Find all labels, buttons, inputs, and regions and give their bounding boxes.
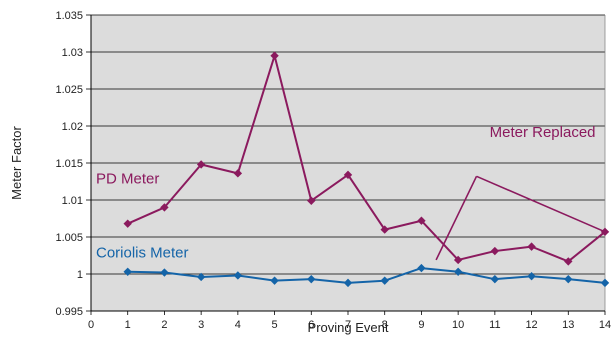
y-tick-label: 1: [77, 269, 83, 281]
pd-meter-point: [123, 219, 132, 228]
x-axis-title: Proving Event: [308, 320, 389, 335]
x-tick-label: 7: [345, 319, 351, 331]
coriolis-meter-point: [564, 274, 573, 284]
y-tick-label: 1.015: [55, 158, 83, 170]
x-tick-label: 0: [88, 319, 94, 331]
y-tick-label: 1.025: [55, 84, 83, 96]
pd-meter-point: [453, 255, 463, 265]
coriolis-meter-point: [196, 272, 206, 282]
pd-meter-point: [380, 225, 389, 234]
x-tick-label: 10: [452, 319, 464, 331]
pd-meter-point: [196, 160, 206, 169]
x-tick-label: 13: [562, 319, 574, 331]
pd-meter-point: [270, 51, 279, 60]
annotation-pointer-line: [435, 175, 478, 261]
annotation-pointer-line: [476, 175, 606, 233]
pd-meter-point: [307, 196, 316, 205]
coriolis-meter-point: [160, 268, 169, 277]
series-labels: PD Meter Coriolis Meter: [96, 171, 189, 262]
y-tick-label: 1.01: [62, 195, 83, 207]
coriolis-meter-point: [453, 267, 463, 276]
pd-meter-point: [160, 203, 169, 212]
y-tick-label: 1.035: [55, 10, 83, 22]
coriolis-meter-line: [127, 267, 606, 284]
x-tick-label: 4: [235, 319, 241, 331]
pd-meter-point: [343, 170, 353, 180]
annotation-label: Meter Replaced: [490, 124, 596, 141]
y-tick-label: 1.03: [62, 47, 83, 59]
coriolis-meter-point: [343, 278, 353, 288]
coriolis-meter-point: [417, 263, 426, 273]
y-tick-label: 1.005: [55, 232, 83, 244]
pd-meter-point: [233, 169, 243, 178]
y-tick-label: 1.02: [62, 121, 83, 133]
coriolis-meter-point: [307, 274, 316, 284]
x-axis-ticks: 0 1 2 3 4 5 6 7 8 9 10 11 12 13 14: [88, 311, 611, 331]
x-tick-label: 12: [525, 319, 537, 331]
coriolis-meter-point: [527, 272, 536, 281]
y-axis-ticks: 0.995 1 1.005 1.01 1.015 1.02 1.025 1.03 1.035: [55, 10, 91, 318]
x-tick-label: 1: [125, 319, 131, 331]
pd-meter-point: [564, 257, 573, 266]
pd-meter-point: [527, 242, 536, 251]
series-group: [123, 51, 610, 288]
y-axis-title: Meter Factor: [9, 125, 24, 199]
coriolis-meter-point: [233, 271, 243, 280]
y-tick-label: 0.995: [55, 306, 83, 318]
pd-meter-point: [417, 216, 426, 225]
x-tick-label: 2: [161, 319, 167, 331]
x-tick-label: 5: [272, 319, 278, 331]
meter-replaced-annotation: Meter Replaced: [435, 124, 606, 261]
coriolis-meter-point: [600, 278, 610, 288]
x-tick-label: 8: [382, 319, 388, 331]
coriolis-meter-point: [380, 276, 389, 285]
coriolis-meter-point: [123, 267, 132, 276]
x-tick-label: 14: [599, 319, 611, 331]
x-tick-label: 3: [198, 319, 204, 331]
coriolis-meter-label: Coriolis Meter: [96, 244, 189, 261]
x-tick-label: 11: [489, 319, 500, 331]
pd-meter-label: PD Meter: [96, 171, 159, 188]
pd-meter-point: [490, 246, 500, 256]
coriolis-meter-point: [270, 276, 279, 285]
pd-meter-point: [600, 227, 610, 237]
x-tick-label: 6: [308, 319, 314, 331]
pd-meter-line: [127, 54, 606, 263]
coriolis-meter-point: [490, 274, 500, 284]
x-tick-label: 9: [418, 319, 424, 331]
